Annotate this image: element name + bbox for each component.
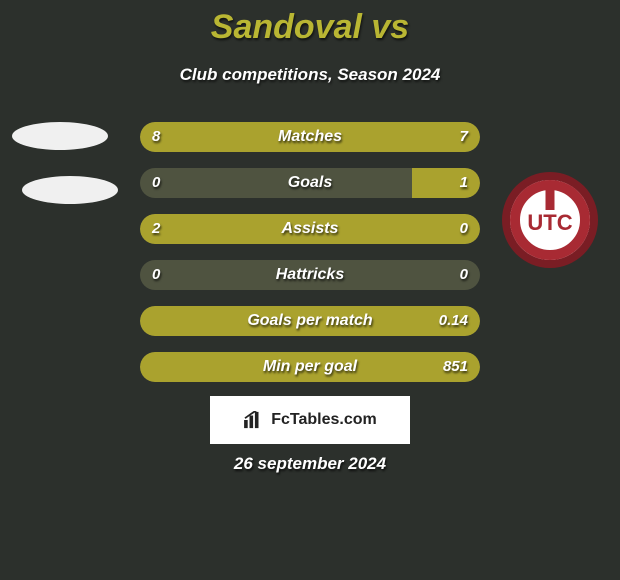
stat-right-value: 1	[460, 168, 468, 198]
stat-row-matches: 8 Matches 7	[140, 122, 480, 152]
date-line: 26 september 2024	[0, 454, 620, 474]
stat-row-mpg: Min per goal 851	[140, 352, 480, 382]
stat-row-hattricks: 0 Hattricks 0	[140, 260, 480, 290]
stat-right-value: 0.14	[439, 306, 468, 336]
footer-attribution: FcTables.com	[210, 396, 410, 444]
stat-right-value: 0	[460, 260, 468, 290]
subtitle: Club competitions, Season 2024	[0, 65, 620, 85]
team-right-badge: UTC	[500, 170, 600, 270]
stat-row-gpm: Goals per match 0.14	[140, 306, 480, 336]
utc-logo-icon: UTC	[500, 170, 600, 270]
svg-text:UTC: UTC	[527, 210, 572, 235]
stat-label: Assists	[140, 214, 480, 244]
stat-label: Matches	[140, 122, 480, 152]
stat-label: Goals	[140, 168, 480, 198]
stat-row-assists: 2 Assists 0	[140, 214, 480, 244]
footer-text: FcTables.com	[271, 411, 377, 429]
stat-right-value: 0	[460, 214, 468, 244]
stat-label: Goals per match	[140, 306, 480, 336]
stats-bars: 8 Matches 7 0 Goals 1 2 Assists 0 0 Hatt…	[140, 122, 480, 398]
stat-label: Hattricks	[140, 260, 480, 290]
stat-row-goals: 0 Goals 1	[140, 168, 480, 198]
team-left-badge-2	[22, 176, 118, 204]
stat-label: Min per goal	[140, 352, 480, 382]
stat-right-value: 7	[460, 122, 468, 152]
team-left-badge-1	[12, 122, 108, 150]
bars-icon	[243, 411, 265, 429]
stat-right-value: 851	[443, 352, 468, 382]
page-title: Sandoval vs	[0, 0, 620, 47]
comparison-infographic: Sandoval vs Club competitions, Season 20…	[0, 0, 620, 580]
